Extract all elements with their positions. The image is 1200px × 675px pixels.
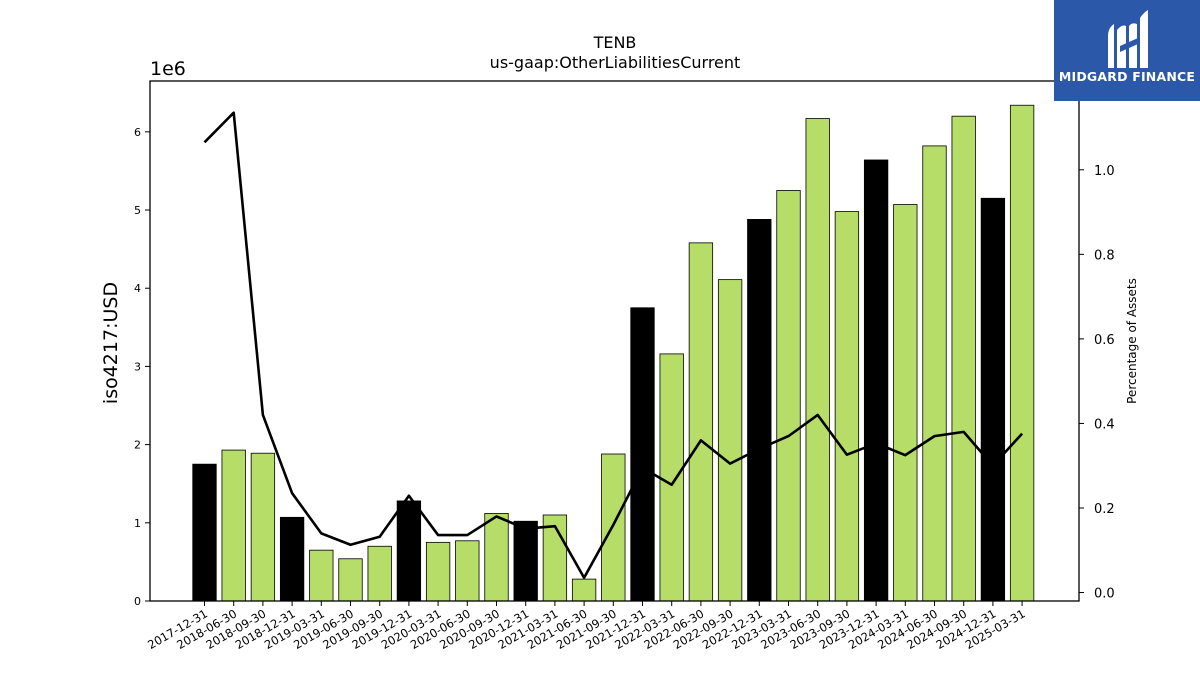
bar-2023-03-31 bbox=[776, 190, 801, 602]
bar-2022-06-30 bbox=[688, 242, 714, 602]
bar-2024-03-31 bbox=[893, 204, 918, 602]
bar-2021-06-30 bbox=[571, 578, 597, 602]
y2-tick-label: 0.0 bbox=[1094, 587, 1115, 602]
bar-group bbox=[192, 104, 1035, 602]
y-tick-label: 6 bbox=[134, 126, 141, 139]
y2-tick-label: 1.0 bbox=[1094, 164, 1115, 179]
plot-frame bbox=[149, 80, 1080, 602]
y-tick-label: 1 bbox=[134, 517, 141, 530]
y-tick-label: 3 bbox=[134, 360, 141, 373]
bar-2022-03-31 bbox=[659, 353, 684, 602]
y2-tick-label: 0.8 bbox=[1094, 248, 1115, 263]
bar-2024-09-30 bbox=[951, 115, 976, 602]
bar-2018-09-30 bbox=[250, 452, 276, 602]
bar-2020-03-31 bbox=[425, 541, 451, 602]
x-axis: 2017-12-312018-06-302018-09-302018-12-31… bbox=[145, 601, 1028, 652]
line-group bbox=[203, 111, 1024, 580]
bar-2022-09-30 bbox=[717, 279, 743, 602]
bar-2023-12-31 bbox=[863, 159, 889, 602]
y-axis-label: iso4217:USD bbox=[100, 282, 122, 404]
bar-2018-06-30 bbox=[221, 449, 246, 602]
bar-2018-12-31 bbox=[279, 516, 305, 602]
bar-2025-03-31 bbox=[1009, 104, 1035, 602]
bar-2024-12-31 bbox=[980, 197, 1006, 602]
bar-2020-06-30 bbox=[455, 540, 480, 602]
bar-2023-06-30 bbox=[805, 118, 830, 602]
bar-2020-12-31 bbox=[513, 520, 538, 602]
y2-axis-label: Percentage of Assets bbox=[1125, 278, 1139, 404]
bar-2023-09-30 bbox=[834, 211, 860, 602]
chart-subtitle: us-gaap:OtherLiabilitiesCurrent bbox=[490, 53, 741, 72]
bar-2022-12-31 bbox=[747, 219, 772, 602]
bar-2024-06-30 bbox=[922, 145, 947, 602]
percentage-line bbox=[203, 111, 1024, 580]
bar-2019-06-30 bbox=[338, 558, 363, 602]
y2-axis: 0.0 0.2 0.4 0.6 0.8 1.0 bbox=[1079, 164, 1115, 602]
y-tick-label: 5 bbox=[134, 204, 141, 217]
bar-2020-09-30 bbox=[484, 513, 509, 602]
bar-2021-12-31 bbox=[630, 307, 655, 602]
bar-2019-09-30 bbox=[367, 545, 392, 602]
y-axis: 0 1 2 3 4 5 6 bbox=[134, 126, 150, 608]
bar-2017-12-31 bbox=[192, 463, 217, 602]
chart-title: TENB bbox=[593, 33, 637, 52]
y2-tick-label: 0.6 bbox=[1094, 333, 1115, 348]
y-tick-label: 4 bbox=[134, 282, 141, 295]
brand-logo: MIDGARD FINANCE bbox=[1054, 0, 1200, 101]
midgard-logo-icon bbox=[1108, 10, 1148, 68]
logo-text: MIDGARD FINANCE bbox=[1058, 69, 1196, 84]
y2-tick-label: 0.2 bbox=[1094, 502, 1115, 517]
bar-2019-03-31 bbox=[309, 549, 334, 602]
y2-tick-label: 0.4 bbox=[1094, 417, 1115, 432]
bar-2019-12-31 bbox=[396, 500, 422, 602]
y-tick-label: 2 bbox=[134, 439, 141, 452]
y-offset-label: 1e6 bbox=[150, 58, 186, 80]
y-tick-label: 0 bbox=[134, 595, 141, 608]
